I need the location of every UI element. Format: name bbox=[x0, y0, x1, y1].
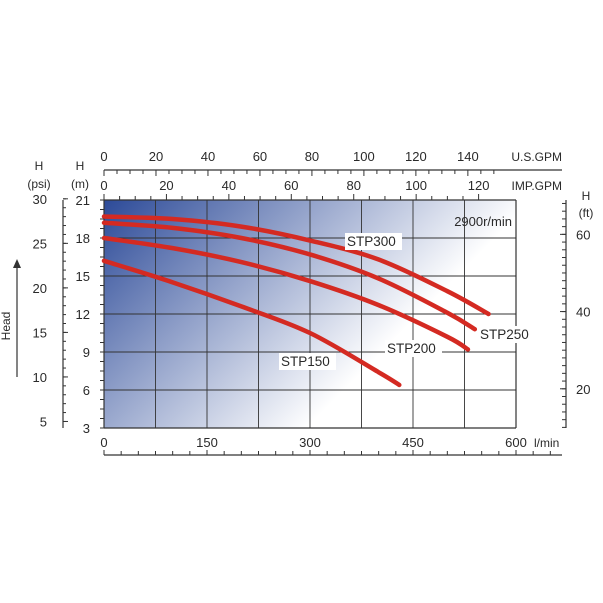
lmin-unit-label: l/min bbox=[534, 436, 559, 450]
x-tick-label-usgpm: 120 bbox=[405, 149, 427, 164]
y-tick-label-psi: 20 bbox=[33, 281, 47, 296]
y-tick-label-m: 6 bbox=[83, 383, 90, 398]
y-tick-label-m: 9 bbox=[83, 345, 90, 360]
curve-labels: STP300 STP250 STP200 STP150 bbox=[279, 233, 535, 370]
y-tick-label-ft: 40 bbox=[576, 305, 590, 320]
y-tick-label-m: 12 bbox=[76, 307, 90, 322]
curve-stp150 bbox=[101, 258, 402, 388]
curve-label-box bbox=[478, 326, 535, 343]
m-axis-unit: (m) bbox=[71, 177, 89, 191]
x-tick-label-impgpm: 60 bbox=[284, 178, 298, 193]
psi-axis-unit: (psi) bbox=[27, 177, 50, 191]
curve-label-box bbox=[279, 353, 336, 370]
x-tick-label-impgpm: 100 bbox=[405, 178, 427, 193]
head-arrow-icon bbox=[13, 259, 21, 268]
m-axis-symbol: H bbox=[76, 159, 85, 173]
ft-axis-symbol: H bbox=[582, 189, 591, 203]
x-tick-label-lmin: 450 bbox=[402, 435, 424, 450]
rpm-annotation: 2900r/min bbox=[454, 214, 512, 229]
impgpm-unit-label: IMP.GPM bbox=[512, 179, 562, 193]
psi-axis-symbol: H bbox=[35, 159, 44, 173]
curve-label-stp150: STP150 bbox=[281, 354, 330, 369]
x-tick-label-lmin: 600 bbox=[505, 435, 527, 450]
x-tick-label-usgpm: 140 bbox=[457, 149, 479, 164]
y-tick-label-m: 15 bbox=[76, 269, 90, 284]
y-tick-label-m: 3 bbox=[83, 421, 90, 436]
curve-stp200 bbox=[101, 235, 471, 352]
y-tick-label-psi: 10 bbox=[33, 370, 47, 385]
y-tick-label-psi: 25 bbox=[33, 236, 47, 251]
x-tick-label-usgpm: 100 bbox=[353, 149, 375, 164]
curve-stp300 bbox=[101, 214, 491, 317]
y-tick-label-psi: 5 bbox=[40, 414, 47, 429]
curve-label-box bbox=[345, 233, 402, 250]
y-tick-label-psi: 30 bbox=[33, 192, 47, 207]
curve-label-stp300: STP300 bbox=[347, 234, 396, 249]
pump-curves bbox=[101, 214, 491, 388]
x-tick-label-lmin: 150 bbox=[196, 435, 218, 450]
tick-labels: 0 150 300 450 600 0 20 40 60 80 100 120 140 0 20 40 60 80… bbox=[33, 149, 590, 455]
x-tick-label-usgpm: 40 bbox=[201, 149, 215, 164]
x-tick-label-impgpm: 120 bbox=[468, 178, 490, 193]
curve-label-stp250: STP250 bbox=[480, 327, 529, 342]
ft-axis-unit: (ft) bbox=[579, 206, 594, 220]
y-tick-label-psi: 15 bbox=[33, 325, 47, 340]
x-tick-label-impgpm: 20 bbox=[159, 178, 173, 193]
y-tick-label-ft: 20 bbox=[576, 382, 590, 397]
curve-stp250 bbox=[101, 220, 478, 332]
y-tick-label-m: 18 bbox=[76, 231, 90, 246]
x-tick-label-lmin: 0 bbox=[100, 435, 107, 450]
y-tick-label-m: 21 bbox=[76, 193, 90, 208]
x-tick-label-impgpm: 0 bbox=[100, 178, 107, 193]
x-tick-label-usgpm: 0 bbox=[100, 149, 107, 164]
x-tick-label-usgpm: 20 bbox=[149, 149, 163, 164]
usgpm-unit-label: U.S.GPM bbox=[511, 150, 562, 164]
x-tick-label-usgpm: 60 bbox=[253, 149, 267, 164]
x-tick-label-lmin: 300 bbox=[299, 435, 321, 450]
x-tick-label-impgpm: 40 bbox=[222, 178, 236, 193]
head-axis-label: Head bbox=[0, 312, 13, 341]
curve-label-box bbox=[385, 340, 442, 357]
curve-label-stp200: STP200 bbox=[387, 341, 436, 356]
x-tick-label-usgpm: 80 bbox=[305, 149, 319, 164]
y-tick-label-ft: 60 bbox=[576, 227, 590, 242]
x-tick-label-impgpm: 80 bbox=[346, 178, 360, 193]
